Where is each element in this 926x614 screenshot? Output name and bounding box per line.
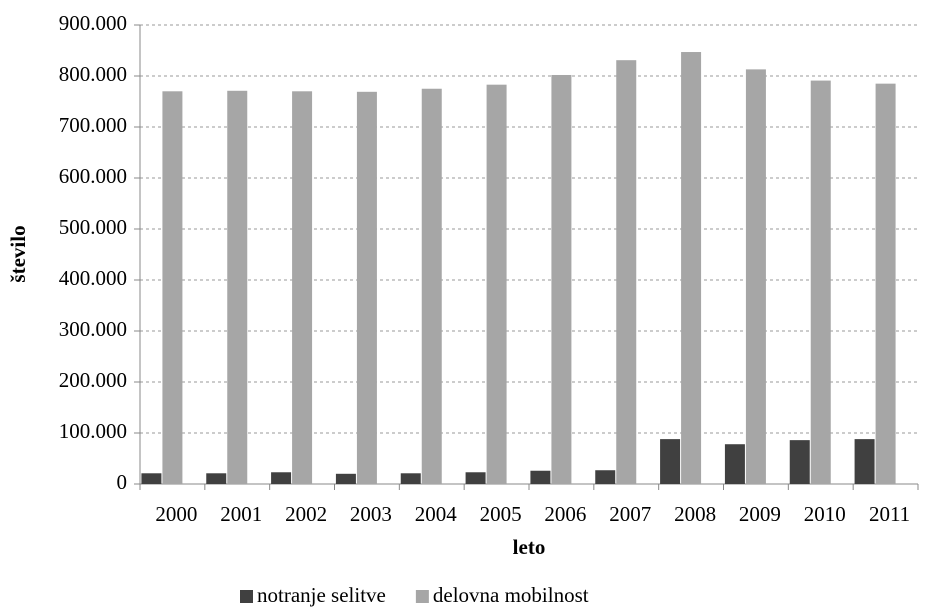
y-tick-label: 400.000 (59, 266, 127, 290)
bar (227, 90, 248, 484)
legend-label: notranje selitve (257, 583, 386, 607)
bar (465, 472, 486, 484)
y-tick-label: 100.000 (59, 419, 127, 443)
bar (356, 91, 377, 484)
legend-swatch (415, 590, 429, 603)
y-tick-label: 300.000 (59, 317, 127, 341)
bar (421, 88, 442, 484)
bar (486, 84, 507, 485)
x-tick-label: 2002 (285, 502, 327, 526)
x-tick-label: 2001 (220, 502, 262, 526)
bar (789, 440, 810, 484)
bar (724, 444, 745, 484)
bar (875, 83, 896, 485)
x-tick-label: 2009 (739, 502, 781, 526)
x-tick-label: 2010 (804, 502, 846, 526)
bar (530, 470, 551, 484)
bar (292, 91, 313, 485)
bar (162, 91, 183, 485)
bar (745, 69, 766, 485)
legend-label: delovna mobilnost (433, 583, 589, 607)
y-tick-label: 900.000 (59, 11, 127, 35)
x-tick-label: 2004 (415, 502, 458, 526)
x-tick-label: 2008 (674, 502, 716, 526)
y-tick-label: 600.000 (59, 164, 127, 188)
x-tick-label: 2006 (544, 502, 586, 526)
legend-swatch (240, 590, 253, 603)
bar (206, 473, 227, 484)
y-tick-label: 800.000 (59, 62, 127, 86)
bar (595, 470, 616, 484)
bar (660, 439, 681, 484)
bar (854, 439, 875, 484)
bar (335, 473, 356, 484)
bar (271, 472, 292, 484)
y-tick-label: 200.000 (59, 368, 127, 392)
bar (810, 80, 831, 484)
x-tick-label: 2005 (480, 502, 522, 526)
x-tick-label: 2003 (350, 502, 392, 526)
x-tick-label: 2011 (869, 502, 910, 526)
x-axis-title: leto (513, 535, 546, 559)
y-tick-label: 0 (117, 470, 128, 494)
bar (141, 473, 162, 484)
y-tick-label: 700.000 (59, 113, 127, 137)
y-axis-title: število (6, 225, 30, 282)
x-tick-label: 2007 (609, 502, 651, 526)
bar (681, 52, 702, 484)
x-tick-label: 2000 (155, 502, 197, 526)
bar (616, 60, 637, 484)
bar (400, 473, 421, 484)
y-tick-label: 500.000 (59, 215, 127, 239)
bar (551, 74, 572, 484)
